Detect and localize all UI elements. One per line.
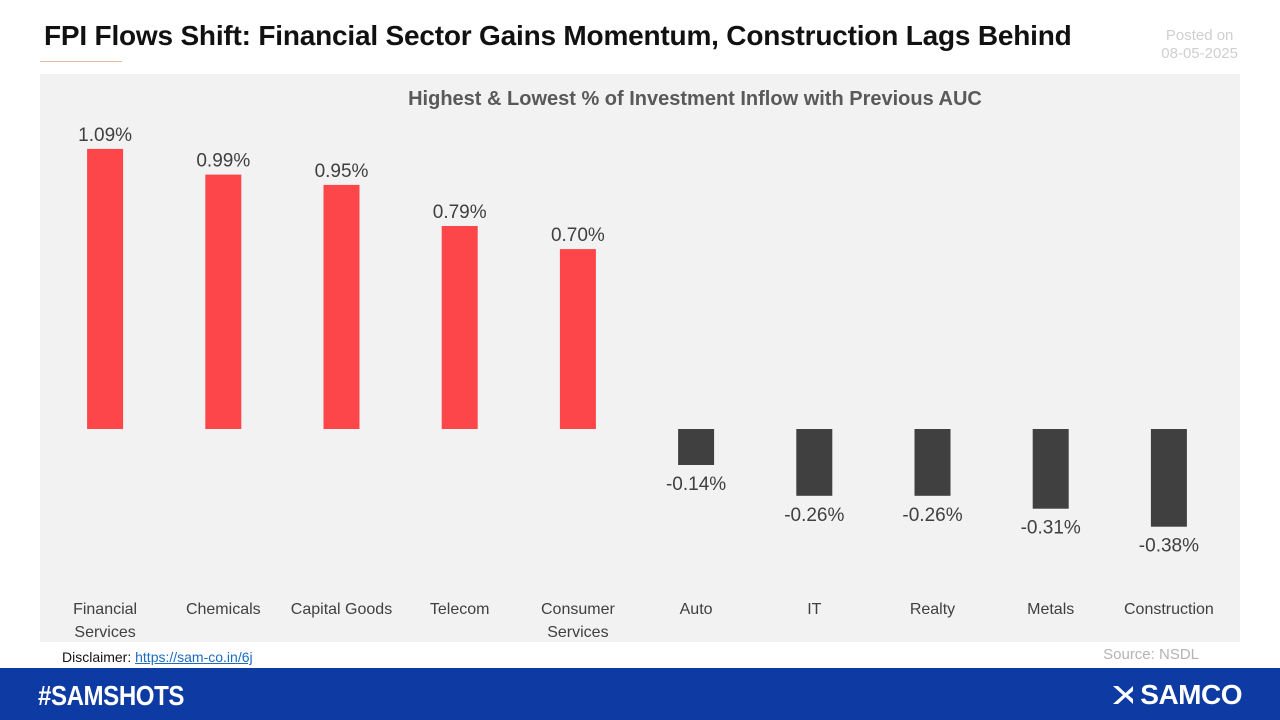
bar-7 — [914, 429, 951, 496]
disclaimer-link[interactable]: https://sam-co.in/6j — [135, 649, 253, 665]
bar-2 — [323, 184, 360, 429]
data-label-9: -0.38% — [1139, 536, 1199, 557]
x-tick-label-6: IT — [807, 601, 821, 618]
bar-9 — [1150, 429, 1187, 527]
x-tick-label-8: Metals — [1027, 601, 1074, 618]
bar-3 — [441, 226, 478, 429]
x-tick-label-0-1: Services — [74, 624, 135, 641]
x-tick-label-5: Auto — [680, 601, 713, 618]
data-label-2: 0.95% — [315, 161, 369, 182]
posted-date-value: 08-05-2025 — [1161, 45, 1238, 62]
title-underline — [40, 61, 122, 62]
data-label-5: -0.14% — [666, 474, 726, 495]
x-tick-label-4-0: Consumer — [541, 601, 615, 618]
brand-name: SAMCO — [1140, 679, 1242, 710]
samco-logo-icon — [1113, 686, 1134, 704]
page-title: FPI Flows Shift: Financial Sector Gains … — [44, 20, 1072, 51]
bar-6 — [796, 429, 833, 496]
x-tick-label-1: Chemicals — [186, 601, 261, 618]
data-label-3: 0.79% — [433, 202, 487, 223]
disclaimer: Disclaimer: https://sam-co.in/6j — [62, 649, 253, 665]
x-tick-label-3: Telecom — [430, 601, 490, 618]
bar-chart: Highest & Lowest % of Investment Inflow … — [73, 88, 1214, 641]
x-tick-label-4-1: Services — [547, 624, 608, 641]
chart-panel: Highest & Lowest % of Investment Inflow … — [40, 74, 1240, 642]
source-note: Source: NSDL — [1103, 646, 1199, 663]
footer-bar: #SAMSHOTS SAMCO — [0, 668, 1280, 720]
x-tick-label-0-0: Financial — [73, 601, 137, 618]
data-label-7: -0.26% — [902, 505, 962, 526]
hashtag-label: #SAMSHOTS — [38, 680, 184, 711]
data-label-4: 0.70% — [551, 225, 605, 246]
posted-label: Posted on — [1165, 27, 1234, 44]
data-label-1: 0.99% — [196, 151, 250, 172]
x-tick-label-9: Construction — [1124, 601, 1214, 618]
bar-4 — [559, 249, 596, 429]
posted-date: Posted on 08-05-2025 — [1161, 27, 1238, 63]
x-tick-label-2: Capital Goods — [291, 601, 392, 618]
bar-0 — [87, 148, 124, 429]
samco-brand[interactable]: SAMCO — [1110, 679, 1242, 710]
x-tick-label-7: Realty — [910, 601, 955, 618]
data-label-8: -0.31% — [1021, 518, 1081, 539]
chart-title: Highest & Lowest % of Investment Inflow … — [408, 88, 982, 110]
bar-8 — [1032, 429, 1069, 509]
bar-1 — [205, 174, 242, 429]
disclaimer-label: Disclaimer: — [62, 649, 132, 665]
data-label-6: -0.26% — [784, 505, 844, 526]
bar-5 — [678, 429, 715, 465]
data-label-0: 1.09% — [78, 125, 132, 146]
